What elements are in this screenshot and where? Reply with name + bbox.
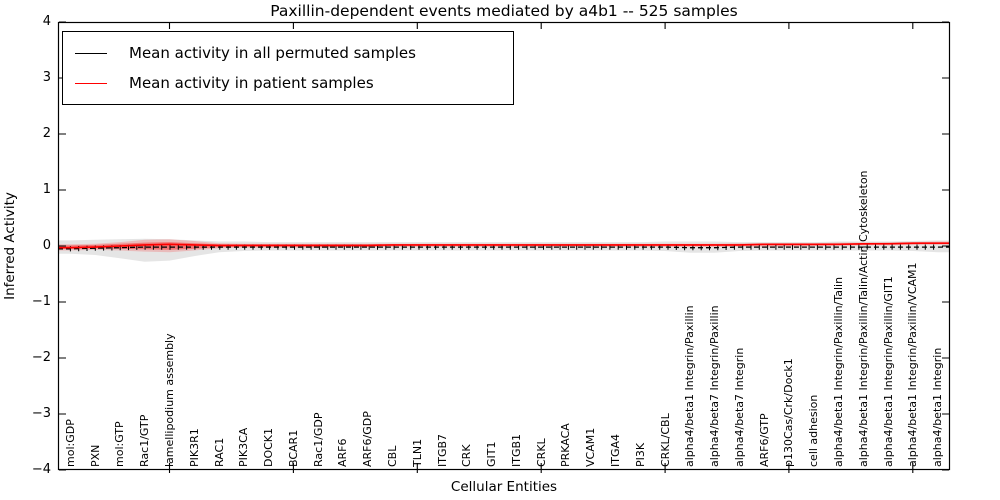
y-tick-label: 2: [42, 126, 51, 141]
plot-area: [57, 21, 951, 473]
x-tick-label: PRKACA: [559, 423, 573, 467]
x-tick-label: alpha4/beta1 Integrin: [931, 347, 945, 467]
y-tick-label: −3: [31, 406, 51, 421]
legend-label-patient: Mean activity in patient samples: [129, 74, 374, 92]
x-tick-label: PI3K: [633, 442, 647, 467]
x-tick-label: DOCK1: [262, 427, 276, 467]
y-tick-label: 4: [42, 14, 51, 29]
legend-item-patient: Mean activity in patient samples: [75, 68, 503, 98]
y-tick-label: 0: [42, 238, 51, 253]
legend-label-permuted: Mean activity in all permuted samples: [129, 44, 416, 62]
x-tick-label: PIK3R1: [187, 428, 201, 467]
series-line-patient: [58, 242, 950, 249]
y-tick-label: −4: [31, 462, 51, 477]
x-tick-label: CRKL/CBL: [658, 413, 672, 467]
y-tick-label: −2: [31, 350, 51, 365]
y-tick-label: −1: [31, 294, 51, 309]
x-tick-label: TLN1: [410, 438, 424, 467]
y-tick-label: 1: [42, 182, 51, 197]
plot-frame: [57, 21, 951, 471]
x-tick-label: ARF6/GDP: [361, 411, 375, 467]
x-tick-label: GIT1: [485, 441, 499, 468]
y-tick-label: 3: [42, 70, 51, 85]
x-tick-label: alpha4/beta1 Integrin/Paxillin/VCAM1: [906, 262, 920, 467]
chart-title: Paxillin-dependent events mediated by a4…: [270, 2, 738, 20]
x-tick-label: alpha4/beta1 Integrin/Paxillin: [683, 305, 697, 467]
x-tick-label: alpha4/beta7 Integrin/Paxillin: [708, 305, 722, 467]
x-tick-label: ARF6: [336, 438, 350, 468]
x-tick-label: ITGA4: [609, 433, 622, 467]
x-tick-label: alpha4/beta1 Integrin/Paxillin/GIT1: [881, 276, 895, 467]
x-tick-label: PIK3CA: [237, 427, 251, 467]
red-line-sample-icon: [75, 82, 107, 84]
x-tick-label: alpha4/beta7 Integrin: [732, 347, 746, 467]
x-tick-label: ITGB1: [509, 433, 523, 467]
x-tick-label: CRK: [460, 444, 474, 467]
x-tick-label: cell adhesion: [807, 394, 821, 467]
x-tick-label: BCAR1: [286, 429, 300, 467]
series-line-permuted: [58, 246, 950, 250]
x-tick-label: mol:GDP: [63, 419, 77, 467]
x-tick-label: mol:GTP: [113, 421, 127, 467]
x-tick-label: RAC1: [212, 437, 226, 467]
x-tick-label: ITGB7: [435, 433, 449, 467]
x-tick-label: Rac1/GDP: [311, 412, 325, 467]
x-tick-label: lamellipodium assembly: [163, 333, 176, 467]
legend-item-permuted: Mean activity in all permuted samples: [75, 38, 503, 68]
x-tick-label: VCAM1: [584, 427, 598, 467]
black-line-sample-icon: [75, 52, 107, 54]
x-tick-label: CBL: [386, 445, 399, 467]
x-tick-label: alpha4/beta1 Integrin/Paxillin/Talin/Act…: [856, 170, 870, 467]
series-markers-permuted: [69, 244, 935, 252]
x-tick-label: ARF6/GTP: [757, 413, 771, 467]
band-patient-samples-core: [58, 242, 950, 250]
x-tick-label: p130Cas/Crk/Dock1: [782, 358, 796, 467]
band-patient-samples-range: [58, 239, 950, 253]
x-tick-label: PXN: [88, 444, 102, 467]
legend: Mean activity in all permuted samples Me…: [62, 31, 514, 105]
x-tick-label: Rac1/GTP: [138, 414, 152, 467]
x-axis-title: Cellular Entities: [450, 479, 558, 495]
x-tick-label: alpha4/beta1 Integrin/Paxillin/Talin: [832, 276, 845, 467]
x-tick-label: CRKL: [534, 438, 548, 467]
